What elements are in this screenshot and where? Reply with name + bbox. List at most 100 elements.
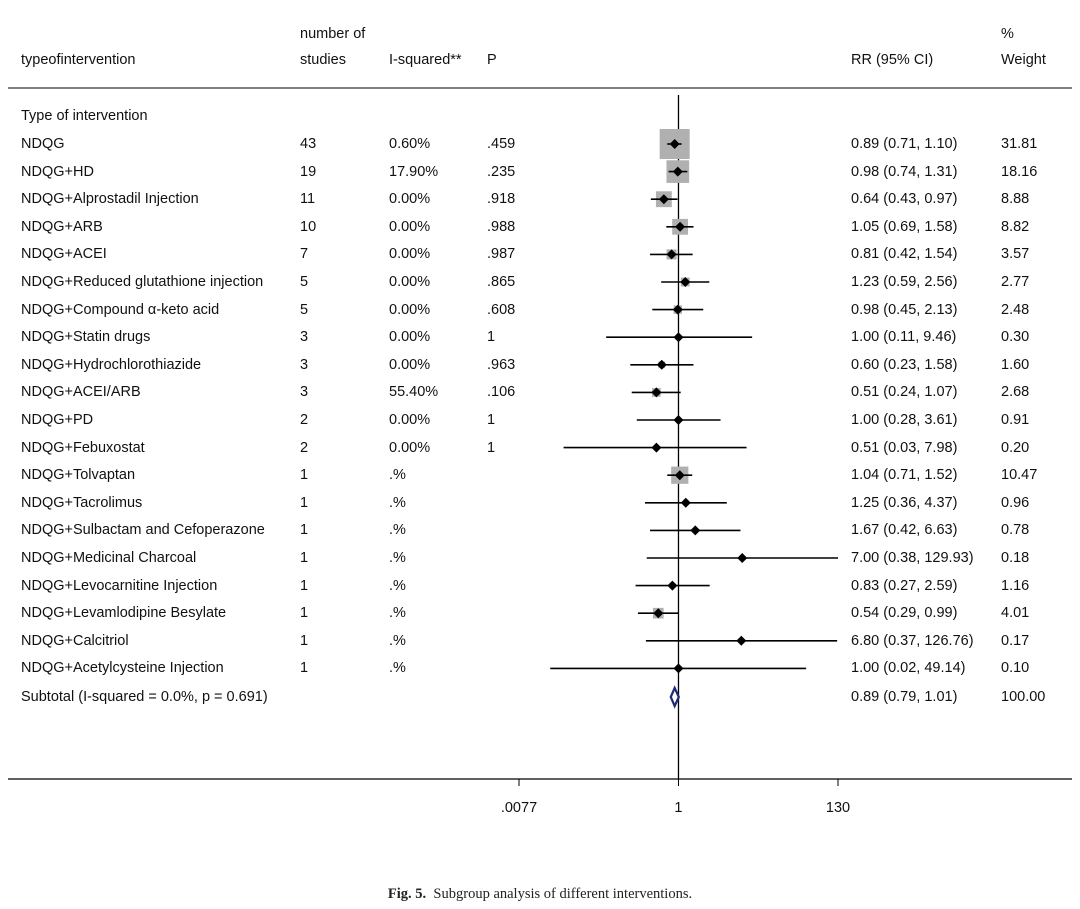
row-i-squared: 0.00% <box>389 412 431 428</box>
row-p-value: .918 <box>487 191 516 208</box>
row-rr-ci: 1.00 (0.28, 3.61) <box>851 412 958 428</box>
row-rr-ci: 1.00 (0.02, 49.14) <box>851 660 966 677</box>
point-estimate <box>672 304 683 315</box>
row-studies: 7 <box>300 246 309 263</box>
point-estimate <box>656 359 667 370</box>
row-rr-ci: 0.89 (0.71, 1.10) <box>851 136 958 152</box>
row-p-value: 1 <box>487 439 496 456</box>
row-studies: 1 <box>300 550 309 566</box>
row-weight: 2.48 <box>1001 301 1030 318</box>
row-label: NDQG+Alprostadil Injection <box>21 191 199 208</box>
row-studies: 11 <box>300 191 316 208</box>
subtotal-diamond <box>669 685 681 709</box>
row-rr-ci: 0.98 (0.45, 2.13) <box>851 301 958 318</box>
row-weight: 1.60 <box>1001 356 1030 373</box>
row-studies: 2 <box>300 412 309 428</box>
row-rr-ci: 0.51 (0.24, 1.07) <box>851 384 958 401</box>
row-label: NDQG+HD <box>21 163 94 180</box>
section-label: Type of intervention <box>21 108 148 124</box>
row-i-squared: 55.40% <box>389 384 439 401</box>
point-estimate <box>674 470 685 481</box>
header-p: P <box>487 52 497 68</box>
row-p-value: .987 <box>487 246 516 263</box>
row-label: NDQG+Calcitriol <box>21 632 129 649</box>
header-weight-line1: % <box>1001 26 1014 42</box>
row-weight: 0.18 <box>1001 550 1030 566</box>
x-axis-tick-label: 130 <box>825 800 851 816</box>
row-p-value: .865 <box>487 274 516 290</box>
point-estimate <box>667 580 678 591</box>
row-weight: 0.17 <box>1001 632 1030 649</box>
header-weight-line2: Weight <box>1001 52 1046 68</box>
row-p-value: .235 <box>487 163 516 180</box>
row-i-squared: 0.00% <box>389 246 431 263</box>
row-label: NDQG+Febuxostat <box>21 439 145 456</box>
row-studies: 1 <box>300 577 309 594</box>
row-label: NDQG+Tacrolimus <box>21 494 143 511</box>
row-rr-ci: 0.64 (0.43, 0.97) <box>851 191 958 208</box>
row-weight: 3.57 <box>1001 246 1030 263</box>
row-weight: 31.81 <box>1001 136 1038 152</box>
caption-text: Subgroup analysis of different intervent… <box>433 886 693 902</box>
row-i-squared: .% <box>389 522 406 539</box>
subtotal-weight: 100.00 <box>1001 689 1046 705</box>
row-label: NDQG+Levamlodipine Besylate <box>21 605 227 622</box>
row-i-squared: 0.00% <box>389 218 431 235</box>
row-p-value: .988 <box>487 218 516 235</box>
row-label: NDQG+Acetylcysteine Injection <box>21 660 224 677</box>
row-rr-ci: 0.51 (0.03, 7.98) <box>851 439 958 456</box>
row-weight: 0.30 <box>1001 329 1030 346</box>
x-axis-tick-label: 1 <box>674 800 683 816</box>
row-rr-ci: 1.25 (0.36, 4.37) <box>851 494 958 511</box>
point-estimate <box>666 249 677 260</box>
header-i-squared: I-squared** <box>389 52 462 68</box>
row-weight: 0.91 <box>1001 412 1030 428</box>
row-label: NDQG+ACEI <box>21 246 107 263</box>
row-studies: 3 <box>300 356 309 373</box>
header-studies-line2: studies <box>300 52 346 68</box>
row-weight: 2.68 <box>1001 384 1030 401</box>
point-estimate <box>653 608 664 619</box>
row-i-squared: .% <box>389 550 406 566</box>
caption-label: Fig. 5. <box>387 886 427 902</box>
row-label: NDQG+Compound α-keto acid <box>21 301 220 318</box>
row-weight: 0.20 <box>1001 439 1030 456</box>
row-rr-ci: 1.00 (0.11, 9.46) <box>851 329 957 346</box>
row-studies: 1 <box>300 660 309 677</box>
row-studies: 19 <box>300 163 317 180</box>
row-i-squared: .% <box>389 467 406 484</box>
point-estimate <box>673 332 684 343</box>
row-rr-ci: 1.05 (0.69, 1.58) <box>851 218 958 235</box>
row-label: NDQG+PD <box>21 412 94 428</box>
row-label: NDQG+Tolvaptan <box>21 467 136 484</box>
point-estimate <box>680 497 691 508</box>
forest-plot-svg <box>8 87 1072 786</box>
row-i-squared: 0.00% <box>389 439 431 456</box>
point-estimate <box>651 387 662 398</box>
row-weight: 10.47 <box>1001 467 1038 484</box>
row-weight: 0.10 <box>1001 660 1030 677</box>
row-rr-ci: 0.54 (0.29, 0.99) <box>851 605 958 622</box>
header-studies-line1: number of <box>300 26 366 42</box>
row-studies: 43 <box>300 136 317 152</box>
point-estimate <box>736 635 747 646</box>
row-i-squared: 0.00% <box>389 301 431 318</box>
row-label: NDQG <box>21 136 65 152</box>
row-rr-ci: 0.60 (0.23, 1.58) <box>851 356 958 373</box>
row-rr-ci: 1.23 (0.59, 2.56) <box>851 274 958 290</box>
row-rr-ci: 1.67 (0.42, 6.63) <box>851 522 958 539</box>
row-p-value: 1 <box>487 412 496 428</box>
row-label: NDQG+Medicinal Charcoal <box>21 550 197 566</box>
row-p-value: .608 <box>487 301 516 318</box>
row-i-squared: .% <box>389 577 406 594</box>
row-i-squared: .% <box>389 494 406 511</box>
point-estimate <box>675 221 686 232</box>
row-weight: 2.77 <box>1001 274 1030 290</box>
row-studies: 3 <box>300 384 309 401</box>
row-rr-ci: 0.81 (0.42, 1.54) <box>851 246 958 263</box>
row-studies: 2 <box>300 439 309 456</box>
row-weight: 8.82 <box>1001 218 1030 235</box>
row-weight: 1.16 <box>1001 577 1030 594</box>
point-estimate <box>669 139 680 149</box>
subtotal-rr: 0.89 (0.79, 1.01) <box>851 689 958 705</box>
